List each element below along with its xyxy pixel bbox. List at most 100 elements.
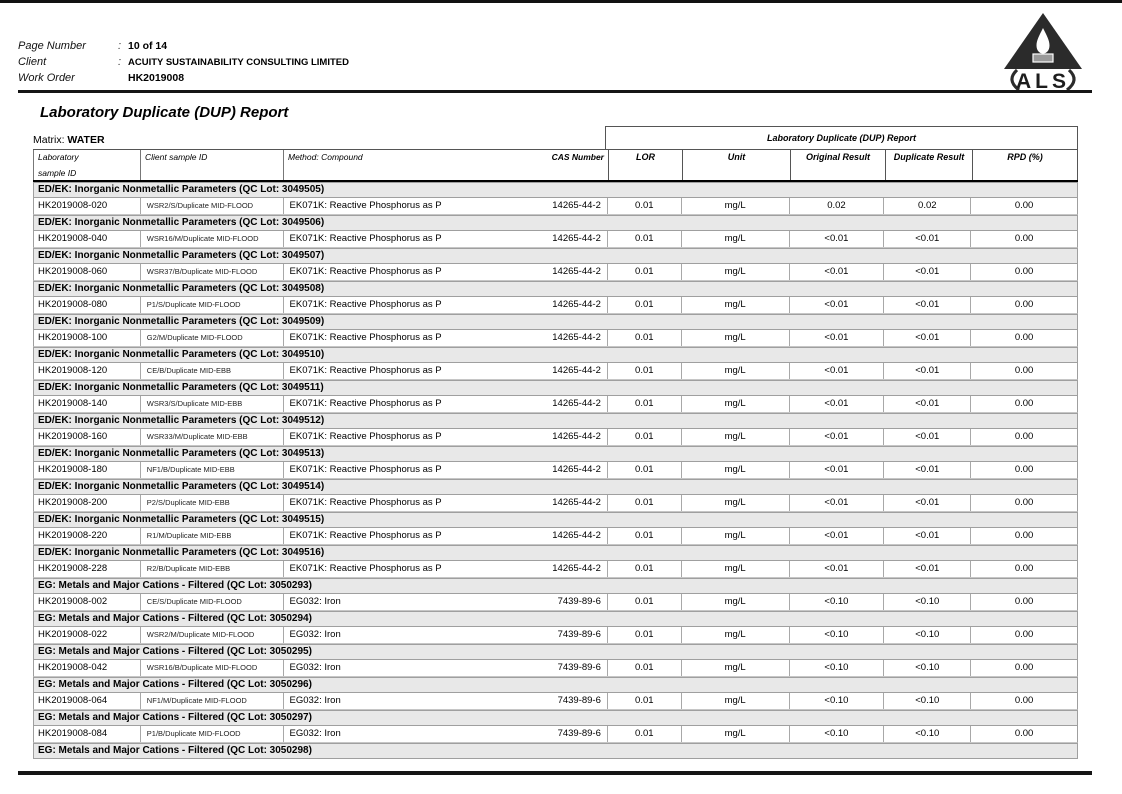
table-row: HK2019008-200 P2/S/Duplicate MID-EBB EK071… bbox=[33, 495, 1078, 512]
column-header-unit: Unit bbox=[682, 150, 790, 180]
cas-number-cell: 14265-44-2 bbox=[501, 429, 608, 445]
original-result-cell: <0.01 bbox=[790, 429, 885, 445]
lab-sample-id-cell: HK2019008-084 bbox=[34, 726, 141, 742]
client-sample-id-cell: CE/S/Duplicate MID-FLOOD bbox=[141, 594, 284, 610]
lor-cell: 0.01 bbox=[608, 231, 682, 247]
client-sample-id-cell: WSR16/M/Duplicate MID-FLOOD bbox=[141, 231, 284, 247]
original-result-cell: <0.10 bbox=[790, 726, 885, 742]
method-compound-cell: EK071K: Reactive Phosphorus as P bbox=[289, 365, 442, 376]
duplicate-result-cell: <0.01 bbox=[884, 528, 972, 544]
section-header-band: EG: Metals and Major Cations - Filtered … bbox=[33, 710, 1078, 726]
cas-number-cell: 14265-44-2 bbox=[501, 495, 608, 511]
rpd-cell: 0.00 bbox=[1014, 629, 1034, 640]
rpd-cell: 0.00 bbox=[1014, 431, 1034, 442]
client-sample-id-cell: WSR37/B/Duplicate MID-FLOOD bbox=[141, 264, 284, 280]
client-label: Client bbox=[18, 56, 47, 68]
duplicate-result-cell: <0.10 bbox=[884, 726, 972, 742]
client-colon: : bbox=[118, 56, 122, 68]
unit-cell: mg/L bbox=[682, 462, 790, 478]
als-logo: ALS bbox=[993, 12, 1093, 93]
client-sample-id-cell: WSR33/M/Duplicate MID-EBB bbox=[141, 429, 284, 445]
lab-sample-id-cell: HK2019008-040 bbox=[34, 231, 141, 247]
method-compound-cell: EK071K: Reactive Phosphorus as P bbox=[289, 563, 442, 574]
duplicate-result-cell: 0.02 bbox=[884, 198, 972, 214]
page-number-value: 10 of 14 bbox=[128, 40, 168, 52]
client-sample-id-cell: WSR3/S/Duplicate MID-EBB bbox=[141, 396, 284, 412]
cas-number-cell: 7439-89-6 bbox=[501, 726, 608, 742]
laboratory-header-line2: sample ID bbox=[38, 168, 77, 178]
table-row: HK2019008-042 WSR16/B/Duplicate MID-FLOOD… bbox=[33, 660, 1078, 677]
method-compound-cell: EK071K: Reactive Phosphorus as P bbox=[289, 398, 442, 409]
work-order-label: Work Order bbox=[18, 72, 75, 84]
client-sample-id-cell: WSR16/B/Duplicate MID-FLOOD bbox=[141, 660, 284, 676]
cas-number-cell: 14265-44-2 bbox=[501, 528, 608, 544]
rpd-cell: 0.00 bbox=[1014, 662, 1034, 673]
duplicate-result-cell: <0.01 bbox=[884, 231, 972, 247]
report-header-meta: Page Number : 10 of 14 Client : ACUITY S… bbox=[18, 38, 578, 86]
cas-number-cell: 14265-44-2 bbox=[501, 462, 608, 478]
lor-cell: 0.01 bbox=[608, 627, 682, 643]
cas-number-cell: 7439-89-6 bbox=[501, 693, 608, 709]
unit-cell: mg/L bbox=[682, 495, 790, 511]
client-sample-id-cell: NF1/B/Duplicate MID-EBB bbox=[141, 462, 284, 478]
table-row: HK2019008-064 NF1/M/Duplicate MID-FLOOD EG… bbox=[33, 693, 1078, 710]
lab-sample-id-cell: HK2019008-220 bbox=[34, 528, 141, 544]
section-header-band: ED/EK: Inorganic Nonmetallic Parameters … bbox=[33, 281, 1078, 297]
table-row: HK2019008-140 WSR3/S/Duplicate MID-EBB EK0… bbox=[33, 396, 1078, 413]
report-title: Laboratory Duplicate (DUP) Report bbox=[40, 104, 289, 121]
table-group-header: Laboratory Duplicate (DUP) Report bbox=[605, 126, 1078, 149]
unit-cell: mg/L bbox=[682, 561, 790, 577]
section-header-band: ED/EK: Inorganic Nonmetallic Parameters … bbox=[33, 314, 1078, 330]
matrix-label: Matrix: bbox=[33, 134, 65, 146]
original-result-cell: <0.01 bbox=[790, 495, 885, 511]
rpd-cell: 0.00 bbox=[1014, 497, 1034, 508]
column-header-original-result: Original Result bbox=[790, 150, 885, 180]
method-compound-cell: EG032: Iron bbox=[289, 662, 341, 673]
table-row: HK2019008-080 P1/S/Duplicate MID-FLOOD EK0… bbox=[33, 297, 1078, 314]
table-row: HK2019008-020 WSR2/S/Duplicate MID-FLOOD E… bbox=[33, 198, 1078, 215]
lor-cell: 0.01 bbox=[608, 528, 682, 544]
unit-cell: mg/L bbox=[682, 330, 790, 346]
duplicate-result-cell: <0.10 bbox=[884, 594, 972, 610]
unit-cell: mg/L bbox=[682, 594, 790, 610]
rpd-cell: 0.00 bbox=[1014, 464, 1034, 475]
section-header-band: EG: Metals and Major Cations - Filtered … bbox=[33, 677, 1078, 693]
original-result-cell: <0.10 bbox=[790, 693, 885, 709]
table-row: HK2019008-180 NF1/B/Duplicate MID-EBB EK07… bbox=[33, 462, 1078, 479]
column-header-cas-number: CAS Number bbox=[551, 152, 604, 162]
section-header-band: ED/EK: Inorganic Nonmetallic Parameters … bbox=[33, 479, 1078, 495]
duplicate-result-cell: <0.01 bbox=[884, 495, 972, 511]
lor-cell: 0.01 bbox=[608, 330, 682, 346]
lor-cell: 0.01 bbox=[608, 495, 682, 511]
duplicate-result-cell: <0.10 bbox=[884, 627, 972, 643]
lor-cell: 0.01 bbox=[608, 462, 682, 478]
lab-sample-id-cell: HK2019008-160 bbox=[34, 429, 141, 445]
unit-cell: mg/L bbox=[682, 363, 790, 379]
lab-sample-id-cell: HK2019008-228 bbox=[34, 561, 141, 577]
method-compound-cell: EG032: Iron bbox=[289, 728, 341, 739]
section-header-band: EG: Metals and Major Cations - Filtered … bbox=[33, 578, 1078, 594]
section-header-band: ED/EK: Inorganic Nonmetallic Parameters … bbox=[33, 248, 1078, 264]
cas-number-cell: 14265-44-2 bbox=[501, 396, 608, 412]
method-compound-cell: EK071K: Reactive Phosphorus as P bbox=[289, 332, 442, 343]
client-sample-id-cell: NF1/M/Duplicate MID-FLOOD bbox=[141, 693, 284, 709]
table-row: HK2019008-040 WSR16/M/Duplicate MID-FLOOD… bbox=[33, 231, 1078, 248]
client-sample-id-cell: R1/M/Duplicate MID-EBB bbox=[141, 528, 284, 544]
section-header-band: EG: Metals and Major Cations - Filtered … bbox=[33, 644, 1078, 660]
method-compound-cell: EK071K: Reactive Phosphorus as P bbox=[289, 233, 442, 244]
method-compound-cell: EK071K: Reactive Phosphorus as P bbox=[289, 497, 442, 508]
section-header-band: ED/EK: Inorganic Nonmetallic Parameters … bbox=[33, 347, 1078, 363]
lab-sample-id-cell: HK2019008-022 bbox=[34, 627, 141, 643]
table-column-headers: Laboratory sample ID Client sample ID Me… bbox=[33, 149, 1078, 182]
unit-cell: mg/L bbox=[682, 429, 790, 445]
lor-cell: 0.01 bbox=[608, 396, 682, 412]
duplicate-result-cell: <0.10 bbox=[884, 693, 972, 709]
table-body: ED/EK: Inorganic Nonmetallic Parameters … bbox=[33, 182, 1078, 759]
lab-sample-id-cell: HK2019008-064 bbox=[34, 693, 141, 709]
lor-cell: 0.01 bbox=[608, 363, 682, 379]
table-row: HK2019008-084 P1/B/Duplicate MID-FLOOD EG0… bbox=[33, 726, 1078, 743]
rpd-cell: 0.00 bbox=[1014, 299, 1034, 310]
lor-cell: 0.01 bbox=[608, 297, 682, 313]
section-header-band: ED/EK: Inorganic Nonmetallic Parameters … bbox=[33, 512, 1078, 528]
cas-number-cell: 7439-89-6 bbox=[501, 594, 608, 610]
